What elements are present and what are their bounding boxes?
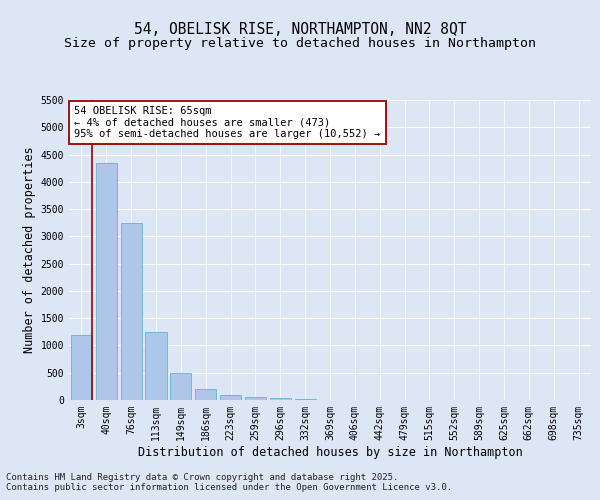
Text: 54, OBELISK RISE, NORTHAMPTON, NN2 8QT: 54, OBELISK RISE, NORTHAMPTON, NN2 8QT <box>134 22 466 38</box>
Text: Contains HM Land Registry data © Crown copyright and database right 2025.: Contains HM Land Registry data © Crown c… <box>6 472 398 482</box>
Text: Size of property relative to detached houses in Northampton: Size of property relative to detached ho… <box>64 38 536 51</box>
Text: 54 OBELISK RISE: 65sqm
← 4% of detached houses are smaller (473)
95% of semi-det: 54 OBELISK RISE: 65sqm ← 4% of detached … <box>74 106 380 139</box>
Bar <box>220 394 241 400</box>
Bar <box>245 397 266 400</box>
Bar <box>170 372 191 400</box>
Bar <box>270 398 291 400</box>
Bar <box>71 334 92 400</box>
Bar <box>145 332 167 400</box>
Bar <box>121 222 142 400</box>
Y-axis label: Number of detached properties: Number of detached properties <box>23 146 37 354</box>
Bar <box>195 389 216 400</box>
X-axis label: Distribution of detached houses by size in Northampton: Distribution of detached houses by size … <box>137 446 523 458</box>
Text: Contains public sector information licensed under the Open Government Licence v3: Contains public sector information licen… <box>6 484 452 492</box>
Bar <box>96 162 117 400</box>
